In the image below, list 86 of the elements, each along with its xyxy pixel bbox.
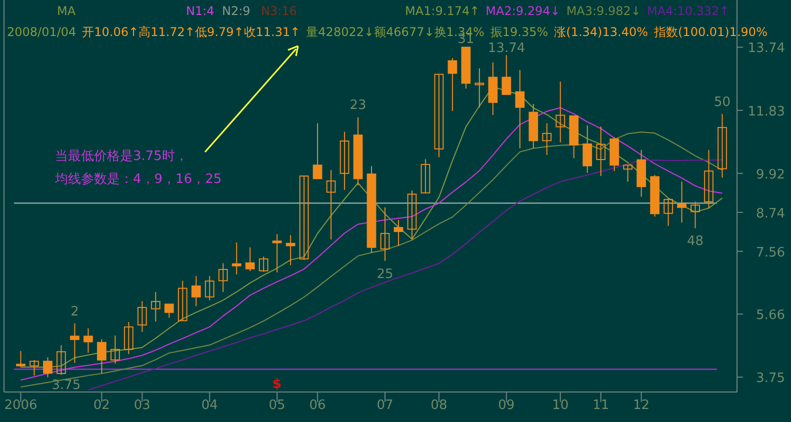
x-tick-label: 07 xyxy=(376,398,394,413)
candlestick xyxy=(380,206,390,262)
candlestick xyxy=(16,350,26,368)
x-tick-label: 08 xyxy=(430,398,448,413)
candlestick xyxy=(474,68,484,108)
annotation: 13.74 xyxy=(488,41,526,56)
candlestick xyxy=(542,122,552,156)
candlestick xyxy=(664,198,673,226)
x-tick-label: 2006 xyxy=(4,398,38,413)
candlestick xyxy=(312,122,322,180)
annotation: MA xyxy=(57,4,76,18)
candlestick xyxy=(502,54,512,95)
text: MA2:9.294↓ xyxy=(486,4,560,18)
annotation: 25 xyxy=(376,266,394,282)
annotation: 50 xyxy=(714,94,731,110)
x-tick-label: 09 xyxy=(498,398,515,413)
annotation: 指数(100.01)1.90% xyxy=(653,25,768,39)
candlestick xyxy=(218,262,228,292)
candlestick xyxy=(150,291,160,322)
candlestick xyxy=(164,304,174,318)
candlestick xyxy=(30,359,39,376)
candlestick xyxy=(124,321,134,355)
candlestick xyxy=(340,131,350,190)
candlestick xyxy=(178,280,188,322)
candlestick xyxy=(420,158,430,194)
annotation: 振19.35% xyxy=(490,25,548,39)
candlestick xyxy=(718,113,727,178)
x-tick-label: 02 xyxy=(93,398,110,413)
y-tick-label: 11.83 xyxy=(748,104,785,120)
candlestick xyxy=(448,58,458,112)
y-tick-label: 13.74 xyxy=(748,41,785,56)
candlestick xyxy=(690,201,700,229)
y-tick-label: 7.56 xyxy=(756,245,785,260)
x-tick-label: 11 xyxy=(592,398,610,413)
text: MA4:10.332↑ xyxy=(646,4,730,18)
x-tick-label: 06 xyxy=(309,398,326,413)
candlestick xyxy=(191,276,201,307)
candlestick xyxy=(258,256,268,272)
candlestick xyxy=(97,338,106,374)
y-tick-label: 8.74 xyxy=(756,206,785,222)
candlestick xyxy=(56,344,66,376)
candlestick xyxy=(623,164,633,182)
candlestick xyxy=(286,234,296,266)
candlestick xyxy=(596,126,606,177)
text: MA1:9.174↑ xyxy=(405,4,480,18)
annotation: 3.75 xyxy=(52,378,81,394)
candlestick xyxy=(245,246,255,272)
candlestick xyxy=(299,176,309,260)
candlestick xyxy=(272,234,282,273)
candlestick xyxy=(110,335,120,364)
candlestick xyxy=(704,149,714,209)
annotation: 2008/01/04 xyxy=(7,25,76,39)
y-tick-label: 9.92 xyxy=(756,167,785,182)
candlestick xyxy=(394,219,404,247)
annotation: 2 xyxy=(70,304,79,320)
annotation: 开10.06↑高11.72↑低9.79↑收11.31↑ xyxy=(82,25,300,39)
candlestick xyxy=(434,74,444,158)
annotation: 当最低价格是3.75时， xyxy=(55,149,188,164)
candlestick xyxy=(137,300,147,332)
candlestick xyxy=(677,181,686,224)
annotation: N3:16 xyxy=(261,4,297,18)
y-tick-label: 5.66 xyxy=(756,308,785,324)
x-tick-label: 03 xyxy=(134,398,150,413)
candlestick xyxy=(582,124,592,174)
candlestick xyxy=(407,190,417,240)
annotation: 48 xyxy=(687,234,704,250)
annotation: N2:9 xyxy=(222,4,250,18)
annotation: N1:4 xyxy=(186,4,214,18)
x-tick-label: 12 xyxy=(633,398,650,413)
candlestick xyxy=(515,70,525,149)
candlestick xyxy=(84,328,93,354)
x-tick-label: 04 xyxy=(201,398,218,413)
annotation: 均线参数是：4，9，16，25 xyxy=(54,172,222,187)
text: MA3:9.982↓ xyxy=(566,4,641,18)
candlestick xyxy=(326,170,336,240)
x-tick-label: 10 xyxy=(552,398,569,413)
annotation: 23 xyxy=(350,98,366,114)
candlestick xyxy=(232,242,242,275)
candlestick xyxy=(556,81,566,143)
y-tick-label: 3.75 xyxy=(756,371,785,386)
candlestick xyxy=(204,276,214,301)
candlestick xyxy=(70,322,80,364)
x-tick-label: 05 xyxy=(268,398,286,413)
annotation: $ xyxy=(272,377,282,392)
candlestick xyxy=(43,356,52,378)
annotation: 涨(1.34)13.40% xyxy=(554,25,648,39)
